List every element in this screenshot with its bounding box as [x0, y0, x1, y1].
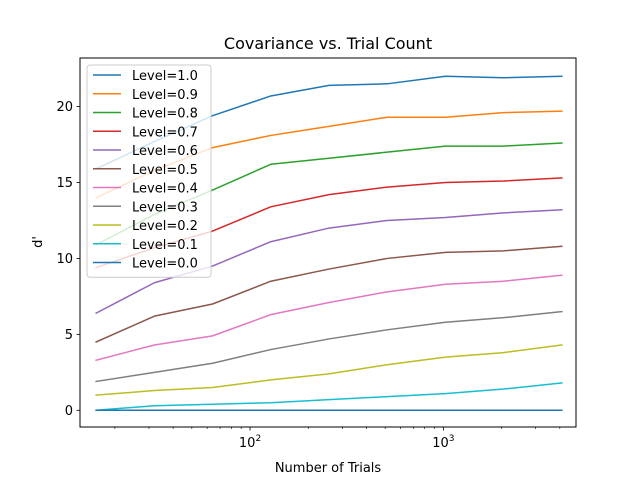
- y-axis-label: d': [31, 236, 46, 248]
- legend-label: Level=0.1: [132, 238, 198, 253]
- series-line-6: [95, 274, 563, 362]
- x-tick-label: 102: [239, 434, 261, 451]
- y-axis: 0 5 10 15 20: [56, 100, 80, 419]
- legend-box: [86, 64, 212, 278]
- series-line-7: [95, 310, 563, 383]
- series-line-8: [95, 344, 563, 396]
- legend-label: Level=0.6: [132, 144, 198, 159]
- series-line-9: [95, 382, 563, 412]
- legend-label: Level=0.2: [132, 219, 198, 234]
- y-tick-label: 20: [56, 100, 73, 115]
- legend-label: Level=0.7: [132, 125, 198, 140]
- x-tick-label: 103: [432, 434, 454, 451]
- chart-title: Covariance vs. Trial Count: [224, 34, 432, 53]
- legend-label: Level=1.0: [132, 69, 198, 84]
- legend-label: Level=0.8: [132, 107, 198, 122]
- series-line-5: [95, 245, 563, 343]
- x-tick-label-exponent: 2: [255, 434, 261, 444]
- x-axis: 102 103: [114, 427, 561, 451]
- legend-label: Level=0.5: [132, 163, 198, 178]
- y-tick-label: 5: [65, 328, 73, 343]
- y-tick-label: 0: [65, 404, 73, 419]
- legend-label: Level=0.4: [132, 182, 198, 197]
- y-tick-label: 10: [56, 252, 73, 267]
- x-tick-label-base: 10: [432, 436, 449, 451]
- legend-label: Level=0.9: [132, 88, 198, 103]
- x-axis-label: Number of Trials: [275, 461, 382, 476]
- legend-label: Level=0.0: [132, 257, 198, 272]
- legend-label: Level=0.3: [132, 200, 198, 215]
- x-tick-label-exponent: 3: [449, 434, 455, 444]
- x-tick-label-base: 10: [239, 436, 256, 451]
- plot-frame: [79, 57, 577, 428]
- y-tick-label: 15: [56, 176, 73, 191]
- legend: Level=1.0 Level=0.9 Level=0.8 Level=0.7 Leve…: [86, 64, 212, 278]
